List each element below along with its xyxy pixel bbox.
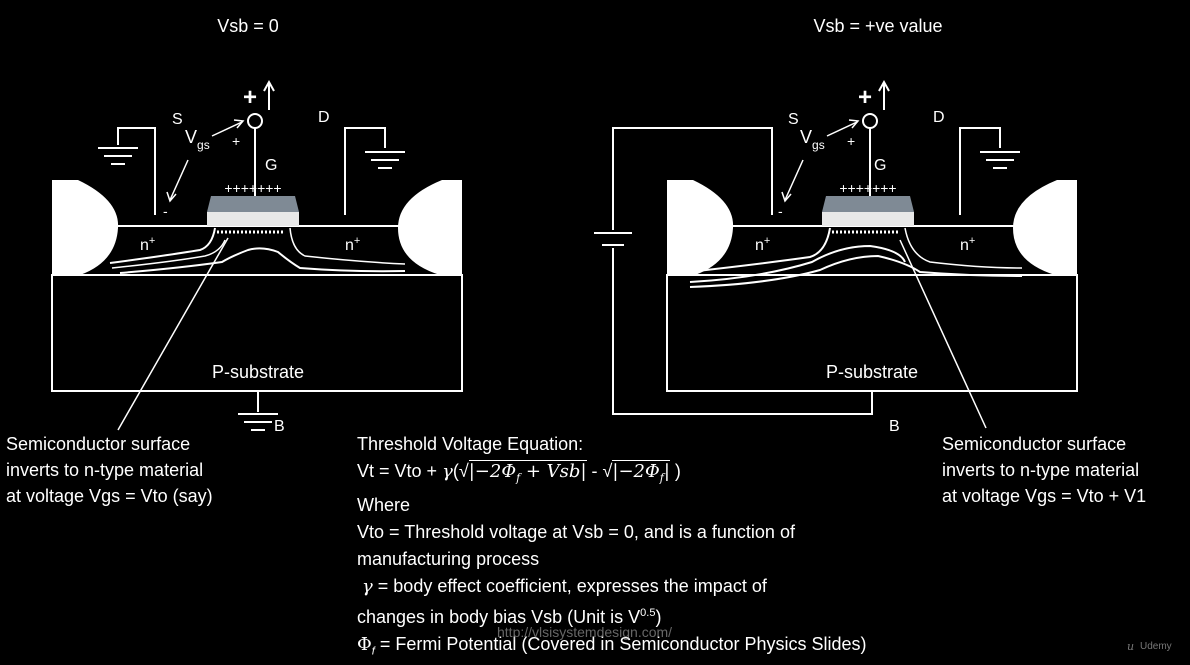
left-n-plus-left-label: n+ bbox=[140, 235, 155, 254]
left-gate-label: G bbox=[265, 157, 277, 174]
right-drain-wire bbox=[959, 127, 1001, 215]
left-vgs-label: Vgs bbox=[185, 127, 210, 152]
left-source-label: S bbox=[172, 111, 183, 128]
right-source-contact bbox=[667, 180, 734, 275]
right-drain-contact bbox=[1013, 180, 1077, 275]
phi-definition-line: Φf = Fermi Potential (Covered in Semicon… bbox=[357, 633, 867, 658]
left-vgs-arrow-down bbox=[169, 159, 189, 201]
left-gate-oxide bbox=[207, 212, 299, 226]
right-vgs-plus: + bbox=[847, 133, 855, 149]
left-drain-contact bbox=[398, 180, 462, 275]
right-vgs-arrow-down bbox=[784, 159, 804, 201]
right-gate-terminal bbox=[862, 113, 878, 129]
right-caption-line-2: inverts to n-type material bbox=[942, 460, 1140, 480]
left-source-wire bbox=[117, 127, 156, 215]
right-drain-label: D bbox=[933, 109, 945, 126]
left-mosfet-diagram: Vsb = 0 +++++++ + G S bbox=[51, 16, 463, 435]
right-caption-pointer bbox=[899, 239, 987, 429]
left-n-plus-left-region-inner bbox=[111, 239, 226, 269]
right-gate-charge: +++++++ bbox=[839, 180, 896, 196]
left-caption-line-2: inverts to n-type material bbox=[6, 460, 204, 480]
right-n-plus-left-region-inner bbox=[689, 244, 906, 283]
right-body-label: B bbox=[889, 418, 900, 435]
left-vgs-plus: + bbox=[232, 133, 240, 149]
right-n-plus-right-label: n+ bbox=[960, 235, 975, 254]
left-drain-label: D bbox=[318, 109, 330, 126]
left-title: Vsb = 0 bbox=[217, 16, 279, 36]
udemy-brand: Udemy bbox=[1140, 641, 1172, 652]
left-gate-terminal bbox=[247, 113, 263, 129]
right-vgs-arrow-down-head bbox=[781, 191, 792, 203]
right-title: Vsb = +ve value bbox=[813, 16, 942, 36]
right-gate-oxide bbox=[822, 212, 914, 226]
udemy-logo-icon: u bbox=[1127, 640, 1135, 653]
left-caption-line-3: at voltage Vgs = Vto (say) bbox=[6, 486, 213, 506]
right-body-loop-wire bbox=[612, 248, 873, 415]
equation-block: Threshold Voltage Equation: Vt = Vto + γ… bbox=[357, 431, 867, 665]
left-substrate-label: P-substrate bbox=[212, 362, 304, 382]
watermark-url: http://vlsisystemdesign.com/ bbox=[497, 624, 673, 640]
left-n-plus-left-region bbox=[109, 227, 216, 264]
left-source-contact bbox=[52, 180, 119, 275]
gamma-definition-line-2: changes in body bias Vsb (Unit is V0.5) bbox=[357, 606, 662, 627]
left-depletion-curve bbox=[119, 247, 406, 274]
left-vgs-arrow-up-head bbox=[233, 119, 245, 129]
vto-definition-line-2: manufacturing process bbox=[357, 548, 540, 569]
right-substrate-label: P-substrate bbox=[826, 362, 918, 382]
equation-where: Where bbox=[357, 494, 411, 515]
right-mosfet-diagram: Vsb = +ve value +++++++ + G S D Vgs bbox=[594, 16, 1078, 435]
right-gate-plus-big: + bbox=[858, 84, 872, 111]
left-n-plus-right-region bbox=[289, 227, 406, 265]
equation-formula: Vt = Vto + γ(√|−2Φf + Vsb| - √|−2Φf| ) bbox=[357, 460, 681, 485]
left-gate-metal bbox=[207, 196, 299, 212]
left-caption-line-1: Semiconductor surface bbox=[6, 434, 191, 454]
left-caption: Semiconductor surface inverts to n-type … bbox=[6, 431, 213, 509]
right-up-arrow-head bbox=[878, 79, 890, 92]
left-drain-wire bbox=[344, 127, 386, 215]
right-vgs-arrow-up bbox=[826, 121, 858, 137]
right-n-plus-right-region bbox=[904, 227, 1023, 269]
right-caption: Semiconductor surface inverts to n-type … bbox=[942, 431, 1146, 509]
right-vgs-minus: - bbox=[778, 203, 783, 219]
right-gate-metal bbox=[822, 196, 914, 212]
left-vgs-arrow-down-head bbox=[166, 191, 177, 203]
vto-definition-line-1: Vto = Threshold voltage at Vsb = 0, and … bbox=[357, 521, 795, 542]
right-n-plus-left-label: n+ bbox=[755, 235, 770, 254]
left-vgs-minus: - bbox=[163, 203, 168, 219]
left-n-plus-right-label: n+ bbox=[345, 235, 360, 254]
equation-heading: Threshold Voltage Equation: bbox=[357, 434, 584, 454]
right-source-label: S bbox=[788, 111, 799, 128]
gamma-definition-line-1: γ = body effect coefficient, expresses t… bbox=[362, 575, 767, 597]
left-gate-plus-big: + bbox=[243, 84, 257, 111]
right-vgs-arrow-up-head bbox=[848, 119, 860, 129]
left-body-label: B bbox=[274, 418, 285, 435]
right-source-wire bbox=[612, 127, 773, 230]
right-caption-line-1: Semiconductor surface bbox=[942, 434, 1127, 454]
right-gate-label: G bbox=[874, 157, 886, 174]
right-n-plus-left-region bbox=[687, 227, 831, 273]
left-caption-pointer bbox=[117, 237, 229, 431]
left-vgs-arrow-up bbox=[211, 121, 243, 137]
right-vgs-label: Vgs bbox=[800, 127, 825, 152]
right-depletion-curve bbox=[689, 254, 1023, 288]
left-gate-charge: +++++++ bbox=[224, 180, 281, 196]
left-up-arrow-head bbox=[263, 79, 275, 92]
right-caption-line-3: at voltage Vgs = Vto + V1 bbox=[942, 486, 1147, 506]
